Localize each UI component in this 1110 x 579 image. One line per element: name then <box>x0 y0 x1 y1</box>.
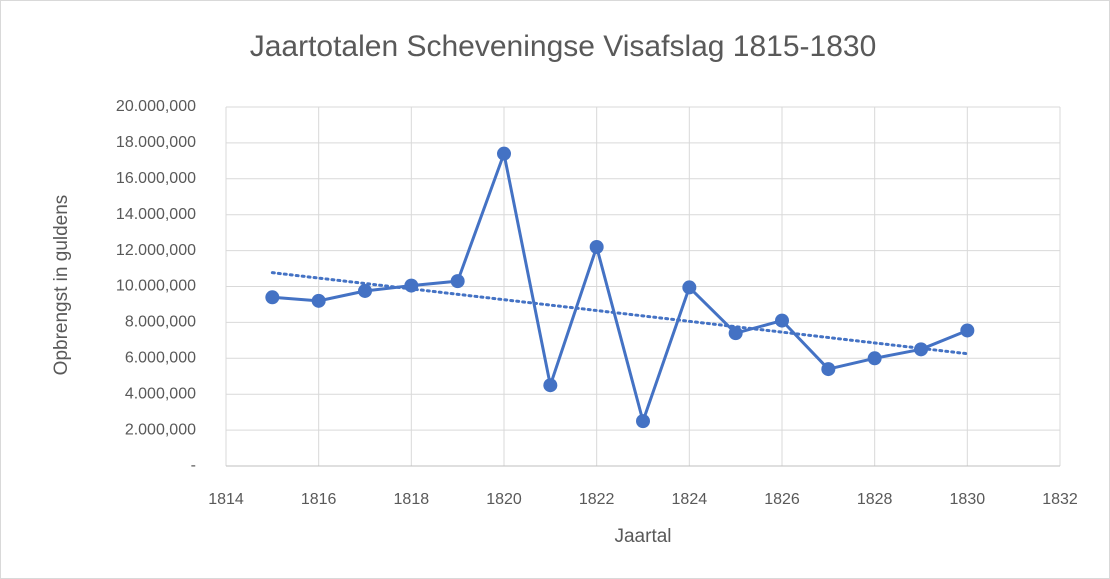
marker <box>265 290 280 305</box>
y-tick-label: 14.000,000 <box>116 206 196 223</box>
trendline <box>270 271 969 356</box>
y-tick-label: 12.000,000 <box>116 242 196 259</box>
marker <box>914 342 928 357</box>
x-tick-label: 1832 <box>1042 491 1078 508</box>
x-tick-label: 1816 <box>301 491 337 508</box>
x-tick-label: 1822 <box>579 491 615 508</box>
marker <box>450 274 465 289</box>
marker <box>543 378 558 393</box>
x-tick-label: 1830 <box>950 491 986 508</box>
marker <box>311 293 326 308</box>
y-tick-label: 10.000,000 <box>116 278 196 295</box>
y-tick-label: 6.000,000 <box>125 350 196 367</box>
y-tick-label: - <box>191 457 196 474</box>
marker <box>960 323 975 338</box>
chart-title: Jaartotalen Scheveningse Visafslag 1815-… <box>250 30 877 63</box>
y-tick-label: 20.000,000 <box>116 98 196 115</box>
y-tick-label: 16.000,000 <box>116 170 196 187</box>
x-tick-label: 1824 <box>672 491 708 508</box>
x-tick-label: 1820 <box>486 491 522 508</box>
y-tick-label: 18.000,000 <box>116 134 196 151</box>
marker <box>636 414 650 429</box>
marker <box>358 283 372 298</box>
marker <box>589 240 604 255</box>
x-axis-label: Jaartal <box>614 526 671 547</box>
marker <box>728 326 743 341</box>
x-tick-label: 1826 <box>764 491 800 508</box>
x-tick-label: 1818 <box>394 491 430 508</box>
marker <box>867 351 882 366</box>
marker <box>682 280 697 295</box>
marker <box>821 362 836 377</box>
y-tick-label: 2.000,000 <box>125 421 196 438</box>
line <box>272 152 968 423</box>
y-axis-label: Opbrengst in guldens <box>51 195 72 376</box>
x-tick-label: 1828 <box>857 491 893 508</box>
marker <box>497 146 511 161</box>
y-tick-label: 4.000,000 <box>125 385 196 402</box>
x-tick-label: 1814 <box>208 491 244 508</box>
marker <box>404 278 419 293</box>
y-tick-label: 8.000,000 <box>125 314 196 331</box>
marker <box>775 313 789 328</box>
